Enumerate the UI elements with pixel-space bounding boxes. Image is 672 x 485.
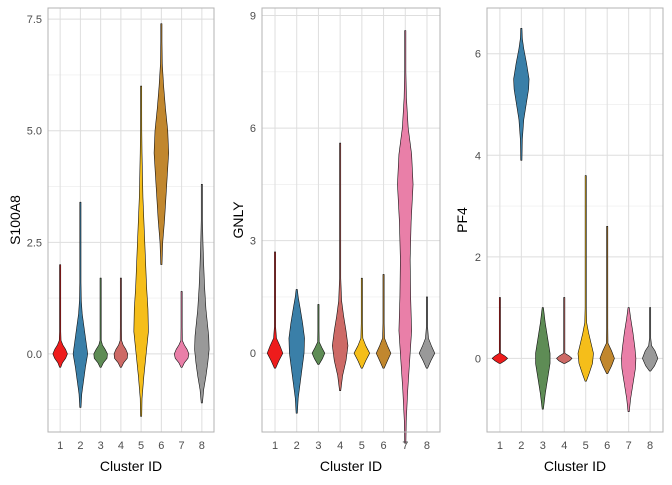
x-tick-label: 7 [179, 440, 185, 452]
violin-cluster-6 [375, 274, 392, 369]
violin-cluster-6 [153, 23, 169, 265]
violin-cluster-7 [621, 307, 637, 412]
x-tick-label: 3 [315, 440, 321, 452]
y-tick-label: 7.5 [27, 14, 42, 26]
y-tick-label: 5.0 [27, 126, 42, 138]
violin-cluster-7 [397, 30, 414, 444]
x-tick-label: 6 [380, 440, 386, 452]
violin-cluster-8 [418, 296, 436, 369]
y-tick-label: 4 [475, 150, 481, 162]
x-tick-label: 8 [199, 440, 205, 452]
x-tick-label: 7 [402, 440, 408, 452]
y-tick-label: 2.5 [27, 237, 42, 249]
x-tick-labels: 1 2 3 4 5 6 7 8 [57, 440, 205, 452]
y-tick-label: 6 [475, 49, 481, 61]
y-tick-label: 0 [250, 348, 256, 360]
y-axis-title: GNLY [230, 201, 246, 239]
violin-cluster-1 [52, 264, 68, 368]
violins [52, 23, 210, 417]
x-tick-label: 5 [138, 440, 144, 452]
x-axis-title: Cluster ID [320, 458, 382, 474]
y-axis-title: S100A8 [7, 195, 23, 245]
violin-cluster-1 [491, 297, 508, 364]
x-tick-label: 4 [561, 440, 567, 452]
y-tick-labels: 0 2 4 6 [475, 49, 481, 366]
panel-s100a8: 0.0 2.5 5.0 7.5 1 2 3 4 5 6 7 8 Cluster ID S100A8 [7, 7, 215, 474]
violin-cluster-4 [113, 277, 129, 368]
x-tick-label: 6 [158, 440, 164, 452]
x-tick-label: 5 [583, 440, 589, 452]
x-tick-label: 6 [604, 440, 610, 452]
x-tick-label: 7 [626, 440, 632, 452]
violin-cluster-3 [311, 304, 326, 365]
y-tick-labels: 0 3 6 9 [250, 11, 256, 361]
violin-cluster-6 [599, 226, 615, 374]
x-axis-title: Cluster ID [544, 458, 606, 474]
violin-cluster-4 [556, 297, 573, 364]
x-tick-label: 4 [337, 440, 343, 452]
y-tick-label: 0.0 [27, 349, 42, 361]
violin-cluster-8 [194, 183, 210, 404]
y-tick-label: 3 [250, 236, 256, 248]
violin-cluster-7 [174, 291, 190, 368]
violins [491, 28, 659, 412]
x-tick-label: 8 [424, 440, 430, 452]
violin-cluster-5 [577, 175, 594, 382]
y-tick-label: 9 [250, 11, 256, 23]
violin-cluster-8 [642, 307, 659, 372]
violins [266, 30, 436, 444]
violin-cluster-2 [72, 201, 88, 408]
x-tick-label: 2 [77, 440, 83, 452]
violin-cluster-5 [353, 277, 370, 369]
x-tick-label: 1 [272, 440, 278, 452]
violin-cluster-4 [332, 142, 349, 392]
y-tick-label: 6 [250, 123, 256, 135]
x-tick-label: 2 [518, 440, 524, 452]
x-tick-label: 5 [359, 440, 365, 452]
y-tick-label: 0 [475, 353, 481, 365]
x-tick-label: 8 [647, 440, 653, 452]
x-tick-label: 4 [118, 440, 124, 452]
violin-cluster-2 [513, 28, 530, 161]
x-tick-label: 1 [497, 440, 503, 452]
violin-cluster-5 [133, 85, 149, 417]
x-tick-label: 2 [294, 440, 300, 452]
x-tick-label: 3 [540, 440, 546, 452]
violin-cluster-1 [266, 251, 284, 369]
x-tick-labels: 1 2 3 4 5 6 7 8 [497, 440, 653, 452]
x-axis-title: Cluster ID [100, 458, 162, 474]
violin-cluster-2 [288, 289, 305, 414]
panel-pf4: 0 2 4 6 1 2 3 4 5 6 7 8 Cluster ID PF4 [454, 7, 664, 474]
violin-cluster-3 [535, 307, 551, 410]
violin-cluster-3 [93, 277, 108, 368]
x-tick-label: 3 [98, 440, 104, 452]
x-tick-label: 1 [57, 440, 63, 452]
y-tick-labels: 0.0 2.5 5.0 7.5 [27, 14, 42, 361]
y-tick-label: 2 [475, 252, 481, 264]
y-axis-title: PF4 [454, 207, 470, 233]
x-tick-labels: 1 2 3 4 5 6 7 8 [272, 440, 430, 452]
